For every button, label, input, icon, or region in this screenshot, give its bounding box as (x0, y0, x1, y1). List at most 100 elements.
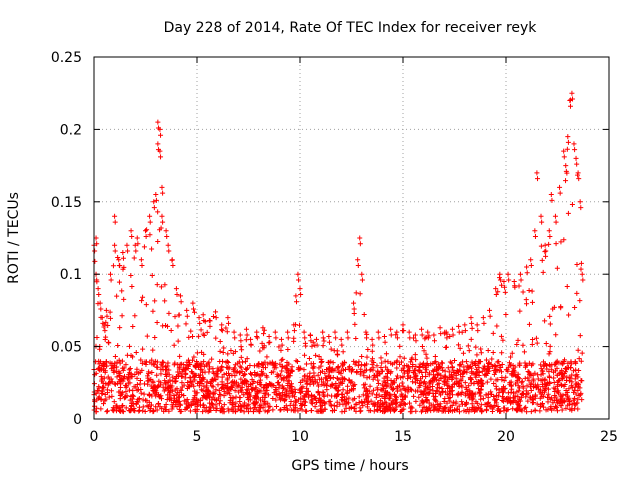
data-point (379, 368, 385, 374)
data-point-peak (293, 299, 299, 305)
data-point (466, 395, 472, 401)
data-point (365, 393, 371, 399)
data-point (282, 392, 288, 398)
data-point-peak (206, 318, 212, 324)
data-point (546, 351, 552, 357)
data-point (339, 360, 345, 366)
chart-title: Day 228 of 2014, Rate Of TEC Index for r… (164, 20, 538, 36)
data-point (117, 373, 123, 379)
data-point (407, 400, 413, 406)
data-point (221, 345, 227, 351)
data-point (508, 399, 514, 405)
data-point (255, 371, 261, 377)
data-point (279, 383, 285, 389)
data-point (351, 358, 357, 364)
data-point-peak (213, 315, 219, 321)
data-point (208, 408, 214, 414)
y-tick-label: 0 (73, 412, 82, 428)
data-point (378, 355, 384, 361)
data-point (320, 343, 326, 349)
data-point-peak (359, 271, 365, 277)
data-point (119, 313, 125, 319)
data-point (386, 391, 392, 397)
data-point-peak (456, 323, 462, 329)
data-point (292, 394, 298, 400)
data-point (252, 404, 258, 410)
data-point (572, 395, 578, 401)
data-point (175, 369, 181, 375)
data-point-peak (279, 342, 285, 348)
data-point (541, 362, 547, 368)
data-point-peak (138, 257, 144, 263)
data-point-peak (345, 335, 351, 341)
data-point (151, 361, 157, 367)
data-point (569, 406, 575, 412)
data-point (191, 354, 197, 360)
data-point (574, 290, 580, 296)
data-point (105, 382, 111, 388)
data-point (564, 146, 570, 152)
data-point (405, 368, 411, 374)
data-point (297, 406, 303, 412)
data-point (238, 407, 244, 413)
data-point (541, 404, 547, 410)
data-point (401, 394, 407, 400)
data-point (278, 347, 284, 353)
data-point (546, 379, 552, 385)
data-point (256, 408, 262, 414)
data-point-peak (501, 278, 507, 284)
data-point-peak (577, 199, 583, 205)
data-point (217, 348, 223, 354)
data-point (444, 400, 450, 406)
data-point (531, 384, 537, 390)
data-point (541, 393, 547, 399)
data-point (260, 362, 266, 368)
data-point (393, 332, 399, 338)
data-point (262, 395, 268, 401)
data-point (573, 391, 579, 397)
data-point (579, 397, 585, 403)
data-point (192, 393, 198, 399)
data-point (183, 321, 189, 327)
data-point (313, 399, 319, 405)
data-point (237, 395, 243, 401)
data-point (171, 342, 177, 348)
data-point (138, 386, 144, 392)
data-point (177, 353, 183, 359)
data-point (119, 288, 125, 294)
data-point (161, 388, 167, 394)
data-point (146, 377, 152, 383)
data-point (185, 379, 191, 385)
data-point (514, 406, 520, 412)
data-point (439, 360, 445, 366)
data-point (369, 348, 375, 354)
data-point (264, 374, 270, 380)
data-point (140, 294, 146, 300)
data-point (247, 362, 253, 368)
data-point (485, 399, 491, 405)
data-point-peak (166, 248, 172, 254)
data-point-peak (376, 335, 382, 341)
data-point (551, 380, 557, 386)
data-point (457, 345, 463, 351)
data-point (172, 314, 178, 320)
data-point (447, 385, 453, 391)
data-point (168, 328, 174, 334)
data-point (334, 375, 340, 381)
data-point (225, 406, 231, 412)
data-point (469, 397, 475, 403)
data-point-peak (532, 234, 538, 240)
data-point (190, 334, 196, 340)
data-points (91, 90, 586, 415)
data-point-peak (97, 300, 103, 306)
data-point (434, 387, 440, 393)
data-point (311, 373, 317, 379)
data-point (197, 372, 203, 378)
data-point (262, 400, 268, 406)
data-point-peak (518, 277, 524, 283)
data-point (443, 344, 449, 350)
data-point (373, 402, 379, 408)
data-point (547, 349, 553, 355)
data-point (553, 241, 559, 247)
data-point (238, 387, 244, 393)
